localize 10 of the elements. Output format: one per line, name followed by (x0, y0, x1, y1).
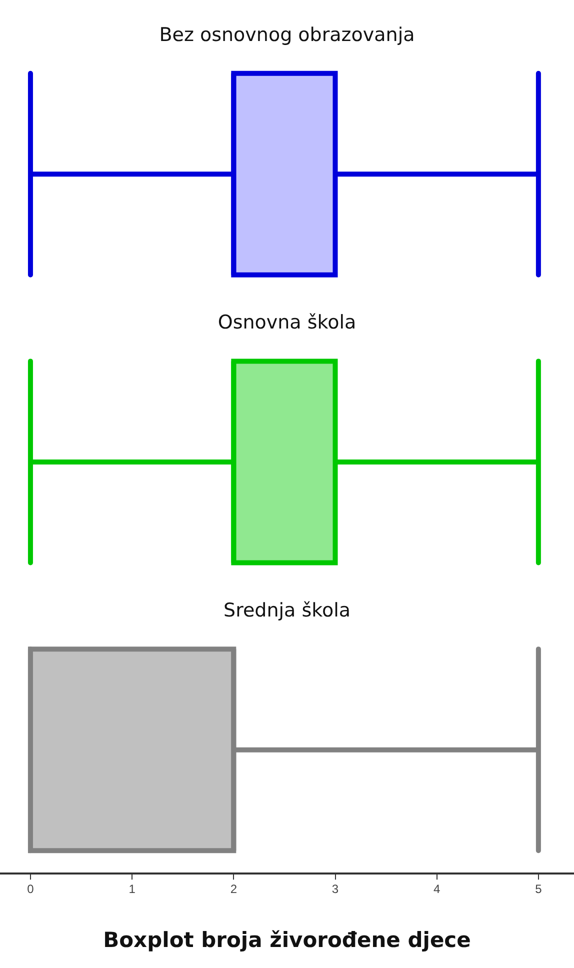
x-tick-label: 5 (535, 882, 542, 896)
x-tick-label: 3 (332, 882, 339, 896)
text: Boxplot broja živorođene djece (102, 928, 472, 952)
x-tick-label: 2 (230, 882, 238, 896)
y-tick-label: Osnovna škola (218, 312, 356, 334)
y-tick-label: Bez osnovnog obrazovanja (159, 24, 415, 46)
y-tick-label: Srednja škola (224, 600, 350, 622)
x-tick-label: 4 (434, 882, 441, 896)
x-tick-label: 0 (27, 882, 34, 896)
x-tick-label: 1 (128, 882, 136, 896)
